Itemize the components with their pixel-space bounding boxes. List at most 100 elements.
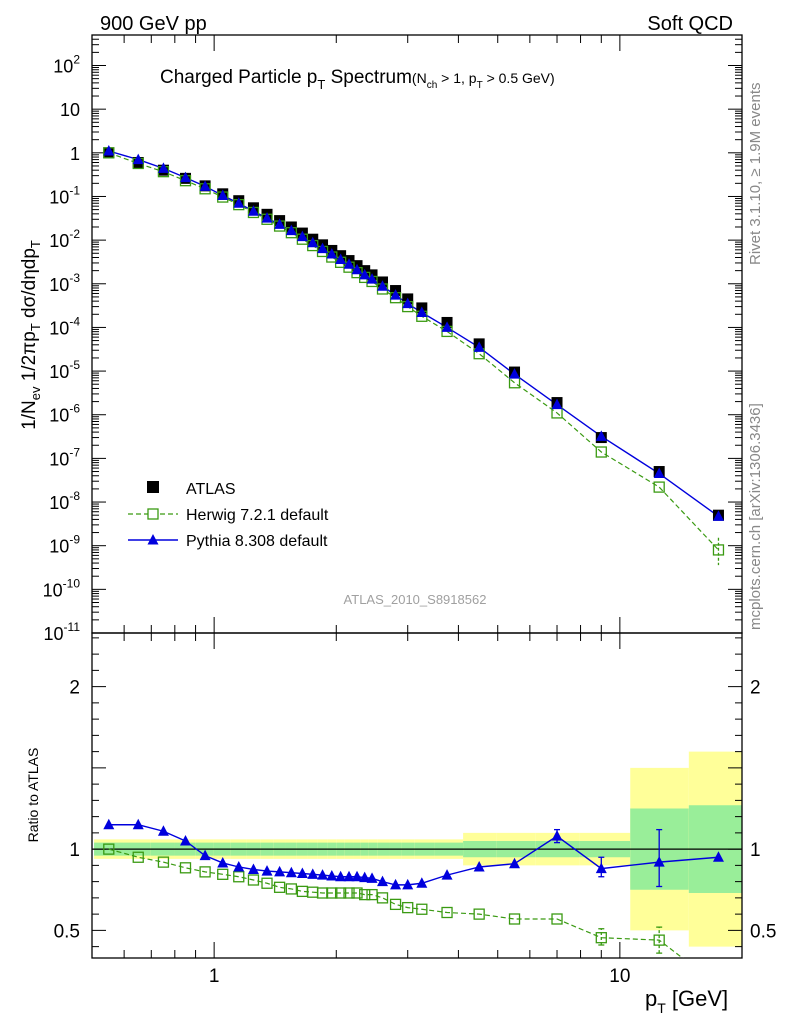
herwig-ratio-point [334, 887, 347, 899]
pythia-ratio-point [441, 869, 453, 880]
ratio-plot-frame [91, 632, 743, 959]
main-y-tick-label: 102 [53, 53, 80, 77]
main-y-tick-label: 1 [70, 144, 80, 164]
header-right: Soft QCD [647, 13, 733, 35]
pythia-point [595, 430, 607, 441]
legend-atlas-label: ATLAS [186, 481, 236, 498]
pythia-point [199, 180, 211, 191]
herwig-ratio-point [551, 913, 563, 925]
pythia-ratio-point [416, 877, 428, 888]
main-y-tick-label: 10-6 [49, 402, 80, 426]
pythia-point [473, 341, 485, 352]
pythia-point [712, 510, 724, 521]
herwig-ratio-point [247, 874, 260, 886]
herwig-ratio-point [157, 856, 170, 868]
main-y-tick-label: 10-4 [49, 314, 80, 338]
x-axis-label: pT [GeV] [645, 986, 728, 1016]
herwig-ratio-point [273, 881, 286, 893]
pythia-point [157, 162, 169, 173]
herwig-ratio-point [359, 888, 371, 901]
ratio-y-tick-label: 0.5 [54, 921, 80, 942]
mcplots-label: mcplots.cern.ch [arXiv:1306.3436] [747, 403, 764, 630]
ratio-y-tick-label-right: 1 [750, 840, 761, 861]
pythia-point [317, 242, 329, 254]
pythia-point [416, 306, 428, 317]
legend-atlas-marker [147, 481, 159, 493]
pythia-ratio-point [296, 867, 308, 878]
herwig-ratio-point [326, 887, 338, 899]
main-y-tick-labels: 10-1110-1010-910-810-710-610-510-410-310… [43, 53, 81, 644]
ratio-curves [103, 818, 724, 958]
main-y-tick-label: 10-5 [49, 358, 80, 382]
chart-layers: 1 1010-1110-1010-910-810-710-610-510-410-… [43, 34, 776, 987]
herwig-point [653, 481, 665, 493]
pythia-line [108, 150, 719, 517]
ratio-y-ticks [92, 637, 742, 948]
legend-herwig-label: Herwig 7.2.1 default [186, 507, 329, 524]
pythia-point [390, 289, 402, 300]
herwig-ratio-point [416, 903, 428, 915]
herwig-ratio-point [343, 887, 355, 899]
main-y-tick-label: 10-10 [43, 576, 81, 600]
herwig-ratio-point [473, 908, 485, 920]
pythia-point [179, 171, 191, 183]
pythia-ratio-point [247, 863, 259, 874]
herwig-ratio-point [389, 898, 402, 911]
x-tick-label: 1 [209, 966, 220, 987]
pythia-point [551, 398, 563, 410]
pythia-ratio-point [317, 869, 329, 880]
pythia-ratio-point [157, 825, 169, 836]
analysis-watermark: ATLAS_2010_S8918562 [344, 592, 487, 607]
main-y-tick-label: 10-2 [49, 227, 80, 251]
pythia-ratio-point [326, 869, 338, 881]
pythia-point [132, 153, 144, 165]
ratio-y-tick-label: 2 [69, 678, 80, 699]
herwig-ratio-point [285, 883, 298, 895]
pythia-point [296, 230, 308, 242]
legend-herwig-marker [147, 508, 159, 520]
main-y-tick-label: 10-8 [49, 489, 80, 513]
x-axis-ticks [91, 35, 743, 958]
main-y-tick-label: 10-1 [49, 183, 80, 207]
herwig-ratio-point [376, 892, 389, 904]
pythia-ratio-point [509, 857, 521, 869]
herwig-ratio-point [103, 843, 115, 855]
pythia-point [509, 368, 521, 379]
main-y-tick-label: 10-3 [49, 271, 80, 295]
main-y-tick-label: 10-7 [49, 445, 80, 469]
plot-title: Charged Particle pT Spectrum(Nch > 1, pT… [160, 67, 555, 92]
pythia-point [326, 248, 338, 259]
legend-pythia-marker [147, 534, 159, 545]
herwig-ratio-point [199, 866, 211, 878]
pythia-point [343, 258, 355, 269]
herwig-ratio-point [441, 906, 453, 919]
pythia-ratio-point [132, 818, 144, 830]
herwig-ratio-point [508, 913, 521, 925]
x-tick-label: 10 [609, 966, 630, 987]
main-y-ticks [92, 34, 742, 634]
main-y-axis-label: 1/Nev 1/2πpT dσ/dηdpT [19, 240, 43, 430]
pythia-point [377, 280, 389, 291]
pythia-ratio-point [233, 861, 245, 872]
pythia-point [274, 218, 286, 229]
pythia-points [103, 145, 724, 521]
pythia-point [351, 263, 363, 275]
legend: ATLAS Herwig 7.2.1 default Pythia 8.308 de… [128, 481, 329, 550]
pythia-point [653, 467, 665, 479]
ratio-y-tick-label: 1 [69, 840, 80, 861]
pythia-point [402, 297, 414, 309]
ratio-y-tick-label-right: 2 [750, 678, 761, 699]
pythia-ratio-point [359, 871, 371, 883]
pythia-point [441, 321, 453, 332]
herwig-ratio-point [351, 887, 363, 899]
herwig-ratio-point [261, 877, 273, 889]
pythia-ratio-point [343, 870, 355, 882]
pythia-point [285, 224, 297, 236]
pythia-point [261, 212, 273, 223]
pythia-ratio-point [366, 872, 378, 883]
legend-pythia-label: Pythia 8.308 default [186, 533, 328, 550]
pythia-ratio-point [473, 861, 485, 872]
pythia-ratio-point [390, 878, 402, 890]
herwig-ratio-point [132, 851, 144, 863]
main-y-tick-label: 10 [60, 100, 80, 120]
